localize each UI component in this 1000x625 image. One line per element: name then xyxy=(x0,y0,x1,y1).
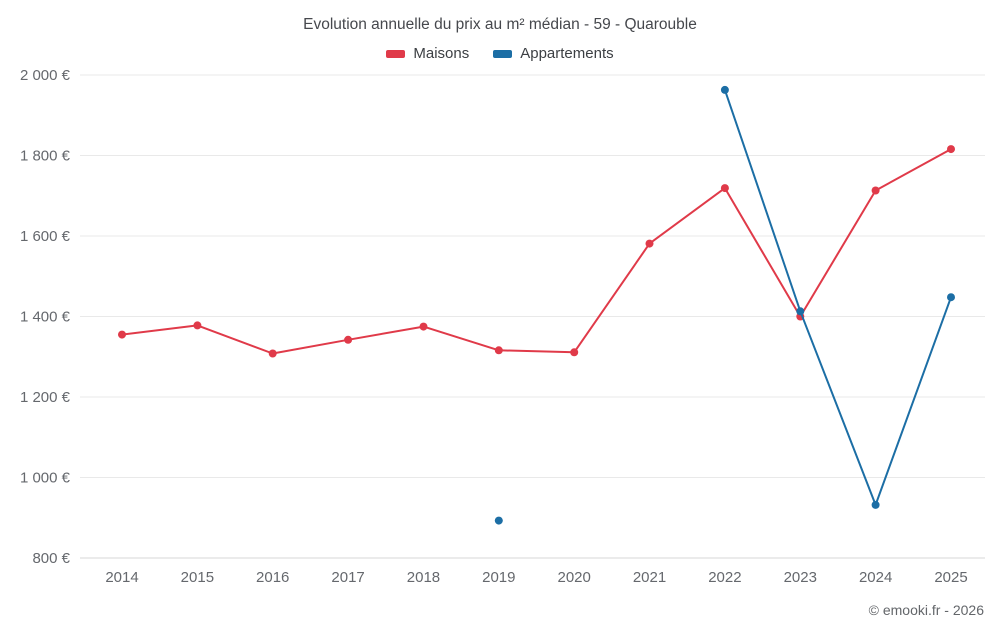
series-line-appartements xyxy=(723,88,952,506)
y-tick-label: 1 600 € xyxy=(20,228,71,245)
data-point-appartements xyxy=(720,85,729,94)
legend-label-maisons: Maisons xyxy=(413,45,470,62)
data-point-maisons xyxy=(344,335,353,344)
data-point-appartements xyxy=(494,516,503,525)
chart-legend: Maisons Appartements xyxy=(0,45,1000,62)
appartements-swatch-icon xyxy=(493,49,513,58)
x-tick-label: 2018 xyxy=(407,569,440,586)
y-tick-label: 1 400 € xyxy=(20,309,71,326)
x-tick-label: 2022 xyxy=(708,569,741,586)
y-tick-label: 1 800 € xyxy=(20,148,71,165)
data-point-maisons xyxy=(720,184,729,193)
legend-item-appartements[interactable]: Appartements xyxy=(493,45,614,62)
x-tick-label: 2019 xyxy=(482,569,515,586)
data-point-maisons xyxy=(947,145,955,154)
y-tick-label: 1 200 € xyxy=(20,389,71,406)
y-tick-label: 800 € xyxy=(32,550,70,567)
data-point-maisons xyxy=(268,349,277,358)
chart-title: Evolution annuelle du prix au m² médian … xyxy=(303,16,697,33)
x-tick-label: 2020 xyxy=(557,569,590,586)
x-tick-label: 2021 xyxy=(633,569,666,586)
data-point-maisons xyxy=(494,346,503,355)
x-tick-label: 2014 xyxy=(105,569,138,586)
y-tick-label: 2 000 € xyxy=(20,67,71,84)
data-point-maisons xyxy=(871,186,880,195)
x-tick-label: 2015 xyxy=(181,569,214,586)
data-point-appartements xyxy=(947,293,955,302)
x-tick-label: 2017 xyxy=(331,569,364,586)
data-point-maisons xyxy=(193,321,202,330)
legend-label-appartements: Appartements xyxy=(520,45,614,62)
x-tick-label: 2016 xyxy=(256,569,289,586)
data-point-maisons xyxy=(645,239,654,248)
data-point-appartements xyxy=(871,500,880,509)
data-point-maisons xyxy=(419,322,428,331)
x-tick-label: 2024 xyxy=(859,569,892,586)
y-tick-label: 1 000 € xyxy=(20,470,71,487)
series-line-maisons xyxy=(121,148,952,355)
data-point-maisons xyxy=(570,348,579,357)
maisons-swatch-icon xyxy=(386,49,406,58)
data-point-appartements xyxy=(796,307,805,316)
credit-text: © emooki.fr - 2026 xyxy=(868,602,984,618)
x-tick-label: 2025 xyxy=(934,569,967,586)
data-point-maisons xyxy=(118,330,126,339)
x-tick-label: 2023 xyxy=(784,569,817,586)
legend-item-maisons[interactable]: Maisons xyxy=(386,45,469,62)
